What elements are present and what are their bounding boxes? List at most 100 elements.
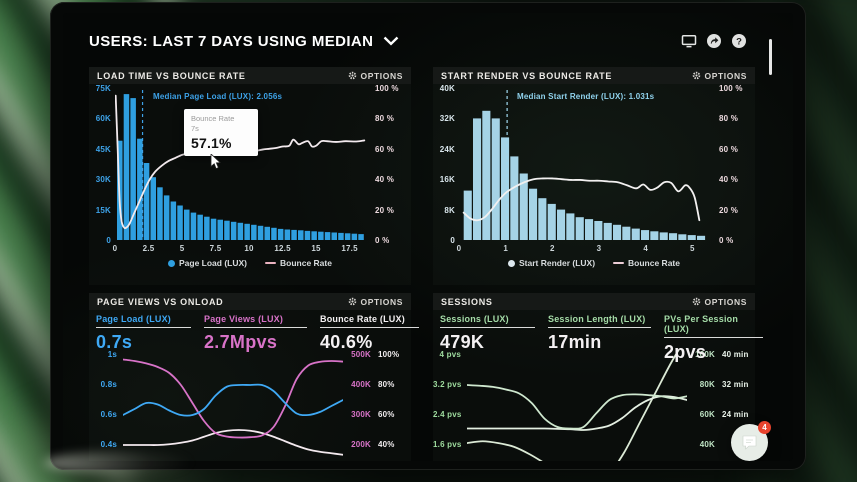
x-axis-tick: 2.5 bbox=[142, 244, 155, 253]
panel-header: SESSIONS OPTIONS bbox=[433, 293, 755, 310]
legend-label: Page Load (LUX) bbox=[179, 258, 248, 268]
metric-page-load: Page Load (LUX) 0.7s bbox=[96, 314, 191, 353]
legend-item[interactable]: Page Load (LUX) bbox=[168, 258, 247, 268]
gear-icon bbox=[692, 71, 700, 80]
options-button[interactable]: OPTIONS bbox=[692, 71, 747, 81]
x-axis-tick: 17.5 bbox=[341, 244, 358, 253]
legend-item[interactable]: Bounce Rate bbox=[613, 258, 680, 268]
median-annotation: Median Page Load (LUX): 2.056s bbox=[153, 92, 283, 101]
y-axis-tick: 1.6 pvs bbox=[433, 440, 462, 449]
metric-value: 2pvs bbox=[664, 342, 707, 362]
x-axis-tick: 15 bbox=[311, 244, 321, 253]
y-axis-right-tick-2: 80% bbox=[378, 380, 395, 389]
options-button[interactable]: OPTIONS bbox=[692, 297, 747, 307]
metric-bounce-rate: Bounce Rate (LUX) 40.6% bbox=[320, 314, 419, 353]
options-label: OPTIONS bbox=[360, 296, 403, 307]
tooltip-value: 57.1% bbox=[191, 135, 232, 151]
x-axis-tick: 5 bbox=[690, 244, 695, 253]
metric-pvs-per-session: PVs Per Session (LUX) 2pvs bbox=[664, 314, 763, 363]
mouse-cursor-icon bbox=[210, 154, 222, 170]
metric-value: 0.7s bbox=[96, 332, 133, 352]
legend: Page Load (LUX) Bounce Rate bbox=[89, 258, 411, 268]
metric-label: PVs Per Session (LUX) bbox=[664, 314, 763, 338]
x-axis-tick: 12.5 bbox=[274, 244, 291, 253]
y-axis-tick: 0.8s bbox=[100, 380, 117, 389]
metric-sessions: Sessions (LUX) 479K bbox=[440, 314, 535, 363]
legend-label: Start Render (LUX) bbox=[518, 258, 596, 268]
gear-icon bbox=[692, 297, 700, 306]
options-label: OPTIONS bbox=[704, 296, 747, 307]
y-axis-right-tick: 0 % bbox=[719, 236, 734, 245]
x-axis-tick: 0 bbox=[456, 244, 462, 253]
chat-widget-button[interactable]: 4 bbox=[731, 421, 771, 461]
page-title[interactable]: USERS: LAST 7 DAYS USING MEDIAN bbox=[89, 33, 399, 50]
sessions-line-chart: 4 pvs 3.2 pvs 2.4 pvs 1.6 pvs 100K 80K 60K 40K 4… bbox=[433, 293, 755, 461]
line-plot bbox=[467, 350, 687, 461]
y-axis-tick: 3.2 pvs bbox=[433, 380, 462, 389]
y-axis-right-tick: 200K bbox=[351, 440, 371, 449]
metrics-row: Sessions (LUX) 479K Session Length (LUX)… bbox=[440, 314, 763, 363]
tooltip: Bounce Rate 7s 57.1% bbox=[184, 109, 258, 156]
y-axis-right-tick: 60K bbox=[699, 410, 715, 419]
gear-icon bbox=[348, 297, 356, 306]
y-axis-tick: 32K bbox=[439, 114, 455, 124]
y-axis-right-tick: 60 % bbox=[719, 144, 739, 154]
share-icon[interactable] bbox=[706, 33, 722, 49]
page-title-text: USERS: LAST 7 DAYS USING MEDIAN bbox=[89, 32, 374, 50]
y-axis-right-tick-2: 40% bbox=[378, 440, 395, 449]
y-axis-right-tick: 80 % bbox=[719, 114, 739, 124]
y-axis-right-tick: 0 % bbox=[375, 236, 390, 245]
svg-text:?: ? bbox=[736, 36, 742, 47]
y-axis-tick: 45K bbox=[95, 144, 111, 154]
metric-label: Page Views (LUX) bbox=[204, 314, 307, 328]
legend-item[interactable]: Start Render (LUX) bbox=[507, 258, 596, 268]
tooltip-label: Bounce Rate bbox=[191, 114, 235, 123]
y-axis-tick: 15K bbox=[95, 205, 111, 215]
header-icons: ? bbox=[681, 33, 747, 49]
metric-value: 479K bbox=[440, 332, 485, 352]
y-axis-right-tick: 300K bbox=[351, 410, 371, 419]
scrollbar[interactable] bbox=[769, 39, 772, 75]
legend-item[interactable]: Bounce Rate bbox=[265, 258, 332, 268]
y-axis-right-tick: 40 % bbox=[719, 175, 739, 185]
start-render-histogram: 40K 32K 24K 16K 8K 0 100 % 80 % 60 % 40 % 20 % 0 % 0… bbox=[433, 67, 755, 285]
chat-bubble-icon bbox=[742, 435, 757, 450]
panel-header: LOAD TIME VS BOUNCE RATE OPTIONS bbox=[89, 67, 411, 84]
metric-value: 2.7Mpvs bbox=[204, 332, 278, 352]
y-axis-right-tick: 60 % bbox=[375, 144, 395, 154]
chat-notification-badge: 4 bbox=[758, 421, 771, 434]
display-icon[interactable] bbox=[681, 33, 697, 49]
y-axis-tick: 0.6s bbox=[100, 410, 117, 419]
x-axis-tick: 2 bbox=[550, 244, 555, 253]
median-annotation: Median Start Render (LUX): 1.031s bbox=[517, 92, 655, 101]
panel-start-render-vs-bounce-rate: START RENDER VS BOUNCE RATE OPTIONS 40K 3… bbox=[433, 67, 755, 285]
y-axis-right-tick: 40 % bbox=[375, 175, 395, 185]
y-axis-tick: 24K bbox=[439, 144, 455, 154]
y-axis-tick: 0 bbox=[450, 236, 455, 245]
chevron-down-icon[interactable] bbox=[383, 36, 399, 46]
options-button[interactable]: OPTIONS bbox=[348, 71, 403, 81]
y-axis-tick: 2.4 pvs bbox=[433, 410, 462, 419]
help-icon[interactable]: ? bbox=[731, 33, 747, 49]
panel-page-views-vs-onload: PAGE VIEWS VS ONLOAD OPTIONS Page Load (… bbox=[89, 293, 419, 461]
screen: USERS: LAST 7 DAYS USING MEDIAN ? bbox=[63, 13, 793, 461]
tooltip-sub: 7s bbox=[191, 124, 199, 133]
y-axis-right-tick: 40K bbox=[699, 440, 715, 449]
legend-label: Bounce Rate bbox=[280, 258, 332, 268]
metrics-row: Page Load (LUX) 0.7s Page Views (LUX) 2.… bbox=[96, 314, 419, 353]
panel-title: LOAD TIME VS BOUNCE RATE bbox=[97, 70, 246, 81]
x-axis-tick: 4 bbox=[643, 244, 648, 253]
y-axis-right-tick: 500K bbox=[351, 350, 371, 359]
x-axis-tick: 3 bbox=[596, 244, 602, 253]
y-axis-right-tick-2: 100% bbox=[378, 350, 400, 359]
options-button[interactable]: OPTIONS bbox=[348, 297, 403, 307]
y-axis-right-tick: 20 % bbox=[719, 205, 739, 215]
legend-label: Bounce Rate bbox=[628, 258, 680, 268]
line-plot bbox=[123, 358, 343, 456]
metric-label: Session Length (LUX) bbox=[548, 314, 651, 328]
x-axis-tick: 0 bbox=[112, 244, 118, 253]
legend-dot-marker bbox=[507, 259, 515, 267]
legend-dot-marker bbox=[168, 259, 175, 267]
metric-label: Bounce Rate (LUX) bbox=[320, 314, 419, 328]
